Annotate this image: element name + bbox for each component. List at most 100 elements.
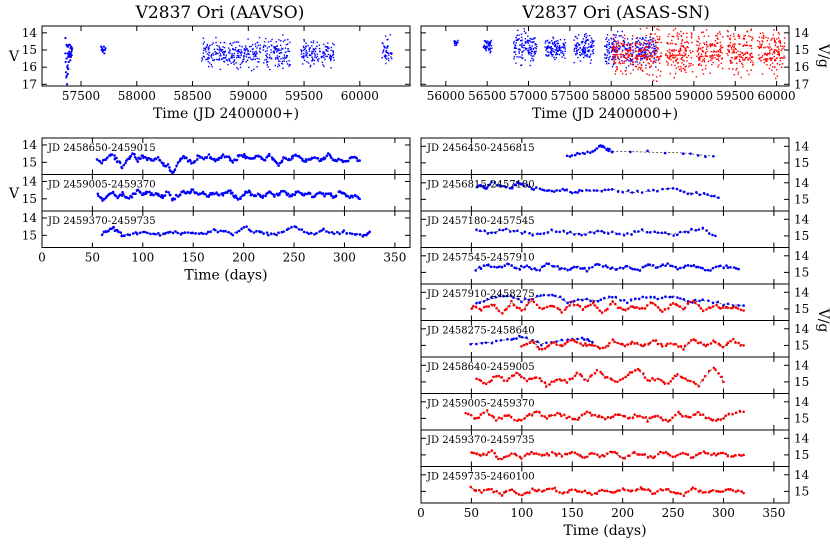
data-point — [666, 487, 670, 491]
data-point — [479, 267, 483, 271]
data-point — [613, 34, 615, 36]
data-point — [311, 45, 313, 47]
data-point — [581, 308, 585, 312]
data-point — [629, 57, 631, 60]
data-point — [655, 41, 658, 43]
data-point — [660, 41, 662, 44]
data-point — [245, 53, 248, 56]
data-point — [698, 57, 700, 60]
data-point — [545, 262, 548, 265]
data-point — [323, 56, 325, 59]
data-point — [681, 45, 684, 47]
data-point — [493, 181, 497, 184]
data-point — [234, 194, 237, 198]
data-point — [386, 47, 388, 49]
data-point — [706, 55, 708, 58]
data-point — [694, 301, 697, 305]
x-tick-label: 250 — [283, 251, 306, 265]
data-point — [691, 486, 695, 489]
data-point — [686, 302, 690, 305]
data-point — [240, 53, 242, 55]
y-tick-label: 14 — [794, 176, 810, 190]
data-point — [328, 47, 330, 49]
data-point — [570, 191, 574, 195]
data-point — [651, 56, 653, 58]
data-point — [316, 41, 318, 44]
data-point — [520, 457, 523, 460]
data-point — [604, 345, 607, 349]
data-point — [615, 41, 617, 43]
data-point — [64, 71, 68, 74]
data-point — [648, 43, 650, 45]
data-point — [381, 56, 383, 59]
data-point — [294, 225, 298, 229]
data-point — [219, 229, 223, 233]
data-point — [776, 53, 779, 55]
data-point — [238, 45, 241, 47]
data-point — [579, 267, 582, 270]
data-point — [488, 41, 490, 44]
x-tick-label: 57500 — [62, 89, 100, 103]
data-point — [542, 306, 546, 310]
data-point — [654, 339, 658, 342]
data-point — [667, 307, 670, 310]
data-point — [593, 45, 595, 47]
data-point — [645, 64, 647, 67]
data-point — [666, 50, 669, 52]
data-point — [239, 56, 241, 59]
data-point — [781, 57, 783, 59]
data-point — [656, 46, 658, 49]
data-point — [621, 43, 623, 45]
data-point — [136, 160, 140, 163]
data-point — [742, 45, 744, 47]
data-point — [505, 379, 509, 382]
data-point — [226, 59, 229, 62]
data-point — [518, 50, 520, 53]
data-point — [528, 377, 531, 381]
data-point — [191, 188, 195, 191]
data-point — [742, 309, 745, 312]
data-point — [189, 190, 193, 194]
data-point — [514, 46, 516, 48]
data-point — [671, 35, 673, 38]
data-point — [262, 46, 265, 49]
data-point — [635, 50, 638, 52]
data-point — [616, 68, 618, 71]
data-point — [332, 56, 335, 59]
data-point — [285, 60, 288, 63]
data-point — [305, 49, 307, 52]
data-point — [677, 62, 679, 64]
data-point — [654, 53, 656, 55]
data-point — [66, 72, 69, 76]
data-point — [739, 43, 741, 46]
data-point — [645, 34, 647, 37]
data-point — [541, 265, 544, 269]
data-point — [603, 296, 606, 300]
data-point — [729, 265, 732, 269]
data-point — [625, 48, 628, 50]
data-point — [659, 264, 663, 268]
data-point — [650, 44, 653, 46]
data-point — [550, 48, 552, 51]
data-point — [681, 62, 683, 64]
data-point — [769, 46, 771, 48]
data-point — [489, 44, 491, 46]
data-point — [674, 56, 677, 58]
data-point — [313, 48, 315, 50]
data-point — [669, 303, 672, 306]
data-point — [589, 41, 592, 43]
data-point — [553, 486, 557, 490]
data-point — [518, 455, 522, 459]
data-point — [263, 44, 265, 47]
data-point — [587, 50, 590, 53]
data-point — [525, 342, 529, 346]
series-group — [474, 262, 740, 273]
data-point — [751, 59, 753, 62]
data-point — [765, 46, 767, 49]
data-point — [591, 265, 594, 269]
data-point — [274, 58, 277, 60]
data-point — [734, 411, 738, 414]
data-point — [719, 48, 722, 50]
data-point — [551, 40, 553, 42]
